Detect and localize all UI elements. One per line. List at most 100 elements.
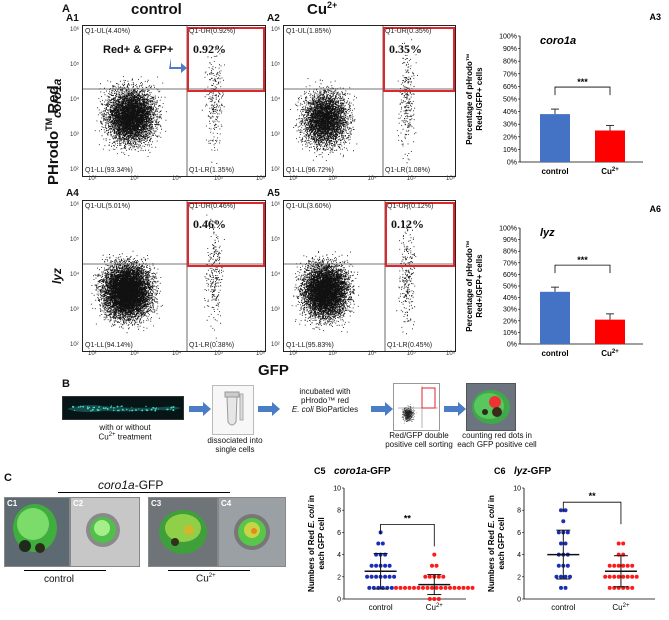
col-header-control: control xyxy=(131,1,182,18)
y-tick-label: 50% xyxy=(503,97,517,104)
x-category-label: control xyxy=(551,603,575,612)
step3-text: incubated with pHrodo™ red E. coli BioPa… xyxy=(291,387,359,414)
quadrant-ur-label: Q1-UR(0.92%) xyxy=(189,28,236,35)
data-point xyxy=(436,574,441,579)
flow-y-tick: 10⁵ xyxy=(70,62,80,68)
data-point xyxy=(630,585,635,590)
gate-box xyxy=(187,27,265,92)
quadrant-ur-label: Q1-UR(0.12%) xyxy=(387,203,434,210)
data-point xyxy=(387,563,392,568)
annotation-arrow xyxy=(169,58,187,73)
bar-svg: A6 lyz Percentage of pHrodo™ Red+/GFP+ cell… xyxy=(465,204,661,358)
y-tick-label: 4 xyxy=(517,552,521,559)
data-point xyxy=(432,597,437,601)
data-point xyxy=(565,563,570,568)
data-point xyxy=(568,574,572,579)
y-tick-label: 6 xyxy=(517,530,521,537)
flow-x-tick: 10³ xyxy=(130,176,139,182)
flow-y-tick: 10⁶ xyxy=(271,27,281,33)
data-point xyxy=(556,530,561,535)
flow-y-tick: 10³ xyxy=(70,132,79,138)
flow-plot-a5: Q1-UL(3.60%) Q1-UR(0.12%) Q1-LL(95.83%) Q1-… xyxy=(283,200,456,352)
flow-y-tick: 10⁶ xyxy=(70,27,80,33)
y-tick-label: 10 xyxy=(333,486,341,493)
data-point xyxy=(365,574,370,579)
bar xyxy=(595,130,625,162)
chart-y-label: Percentage of pHrodo™ xyxy=(465,53,474,145)
data-point xyxy=(616,541,621,546)
panel-c-title-line xyxy=(58,492,230,493)
step4-text: Red/GFP double positive cell sorting xyxy=(385,431,453,449)
gate-box xyxy=(187,202,265,267)
data-point xyxy=(407,585,412,590)
data-point xyxy=(457,585,461,590)
data-point xyxy=(621,563,626,568)
quadrant-ll-label: Q1-LL(94.14%) xyxy=(85,342,133,349)
flow-x-tick: 10² xyxy=(88,176,97,182)
cell-image-c2 xyxy=(70,497,140,567)
x-category-label: control xyxy=(541,167,568,176)
data-point xyxy=(398,585,403,590)
data-point xyxy=(625,563,630,568)
flow-x-tick: 10³ xyxy=(130,351,139,357)
gate-annotation: Red+ & GFP+ xyxy=(103,44,174,56)
quadrant-lr-label: Q1-LR(0.38%) xyxy=(189,342,235,349)
data-point xyxy=(563,585,568,590)
y-tick-label: 40% xyxy=(503,295,517,302)
flow-x-tick: 10⁴ xyxy=(172,176,182,182)
data-point xyxy=(563,508,568,513)
data-point xyxy=(559,508,563,513)
y-tick-label: 0% xyxy=(507,342,517,349)
data-point xyxy=(612,563,617,568)
flow-x-tick: 10⁴ xyxy=(172,351,182,357)
quadrant-ul-label: Q1-UL(1.85%) xyxy=(286,28,332,35)
quadrant-ll-label: Q1-LL(96.72%) xyxy=(286,167,334,174)
flow-plot-label: A4 xyxy=(66,188,79,199)
flow-y-tick: 10⁴ xyxy=(70,272,80,278)
flow-y-tick: 10² xyxy=(271,342,280,348)
y-tick-label: 70% xyxy=(503,260,517,267)
img-label-c2: C2 xyxy=(73,499,84,508)
data-point xyxy=(441,574,446,579)
col-header-cu: Cu2+ xyxy=(307,0,338,18)
gfp-cell-svg xyxy=(472,390,510,424)
chart-y-label-line2: each GFP cell xyxy=(317,517,326,569)
flow-x-tick: 10² xyxy=(289,351,298,357)
y-tick-label: 10 xyxy=(513,486,521,493)
flow-x-tick: 10⁶ xyxy=(256,351,266,357)
y-tick-label: 10% xyxy=(503,147,517,154)
flow-x-tick: 10⁵ xyxy=(406,351,416,357)
flow-y-tick: 10³ xyxy=(271,132,280,138)
data-point xyxy=(430,563,434,568)
data-point xyxy=(394,585,398,590)
data-point xyxy=(376,541,381,546)
data-point xyxy=(403,585,407,590)
y-tick-label: 60% xyxy=(503,272,517,279)
significance-label: ** xyxy=(589,491,597,501)
flow-plot-a1: Q1-UL(4.40%) Q1-UR(0.92%) Q1-LL(93.34%) Q1-… xyxy=(82,25,266,177)
cell-image-c1 xyxy=(4,497,70,567)
y-tick-label: 80% xyxy=(503,59,517,66)
data-point xyxy=(554,574,559,579)
y-tick-label: 6 xyxy=(337,530,341,537)
flow-x-axis-label: GFP xyxy=(258,362,289,379)
y-tick-label: 80% xyxy=(503,249,517,256)
chart-y-label: Numbers of Red E. coli in xyxy=(307,495,316,592)
flow-plot-a4: Q1-UL(5.01%) Q1-UR(0.46%) Q1-LL(94.14%) Q1-… xyxy=(82,200,266,352)
data-point xyxy=(612,574,617,579)
cell-image-c4 xyxy=(218,497,286,567)
flow-y-tick: 10³ xyxy=(271,307,280,313)
data-point xyxy=(448,585,452,590)
gate-percentage: 0.12% xyxy=(391,217,424,231)
data-point xyxy=(559,585,563,590)
x-category-label: Cu2+ xyxy=(601,349,619,358)
flow-x-tick: 10⁶ xyxy=(256,176,266,182)
gate-percentage: 0.35% xyxy=(389,42,422,56)
cell-image-c3 xyxy=(148,497,218,567)
data-point xyxy=(559,541,563,546)
bar xyxy=(595,319,625,344)
data-point xyxy=(621,541,626,546)
cell-c3-svg xyxy=(159,510,207,554)
chart-y-label: Percentage of pHrodo™ xyxy=(465,240,474,332)
data-point xyxy=(425,585,430,590)
